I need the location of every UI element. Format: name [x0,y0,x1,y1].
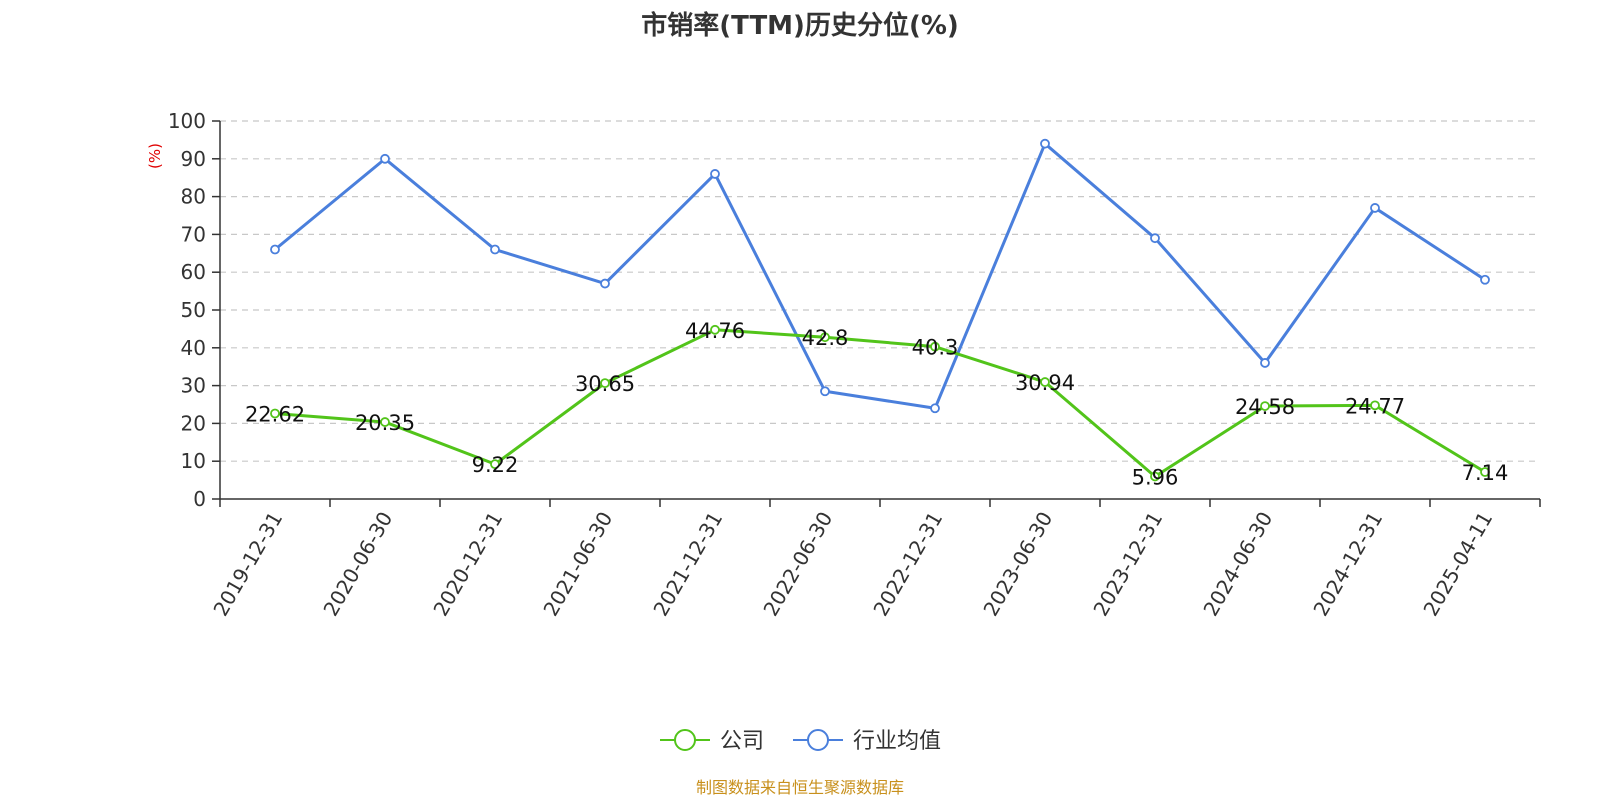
series-point-0 [1260,401,1270,411]
x-tick-label: 2025-04-11 [1418,508,1497,621]
x-tick-label: 2020-06-30 [318,508,397,621]
y-axis-label: (%) [146,143,164,169]
x-tick-label: 2020-12-31 [428,508,507,621]
data-labels: 22.62 20.35 9.22 30.65 44.76 42.8 40.3 30.94 5.9… [245,319,1508,490]
data-label: 40.3 [912,336,959,360]
data-label: 30.65 [575,372,635,396]
y-tick-label: 0 [193,487,206,511]
series-line-1 [274,142,1486,410]
x-tick-label: 2019-12-31 [208,508,287,621]
series-point-1 [380,153,390,164]
axes: 0 10 20 30 40 50 60 70 80 90 100 2019-12-31 2020-06-… [168,109,1541,621]
x-tick-label: 2021-12-31 [648,508,727,621]
legend-label: 行业均值 [853,729,941,754]
y-tick-label: 60 [181,260,206,284]
series-point-1 [710,169,720,179]
legend-item-0[interactable]: 公司 [660,729,764,754]
series-point-1 [1480,274,1490,285]
series-layer [270,138,1490,482]
series-point-0 [600,378,610,389]
y-tick-label: 40 [181,336,206,360]
x-tick-label: 2021-06-30 [538,508,617,621]
y-tick-label: 50 [181,298,206,322]
data-label: 44.76 [685,319,745,343]
y-tick-label: 30 [181,374,206,398]
series-point-1 [930,403,940,414]
legend-marker-icon [674,729,696,751]
data-label: 30.94 [1015,371,1075,395]
x-tick-label: 2022-12-31 [868,508,947,621]
series-point-1 [1260,358,1270,368]
series-point-0 [930,341,940,352]
series-line-0 [274,328,1486,478]
series-point-0 [820,332,830,343]
series-point-1 [1370,203,1380,213]
series-point-1 [1150,233,1160,244]
y-tick-label: 70 [181,222,206,246]
series-point-0 [380,417,390,427]
legend-label: 公司 [720,729,764,754]
x-tick-label: 2022-06-30 [758,508,837,621]
series-point-1 [270,244,280,255]
y-tick-label: 20 [181,411,206,435]
data-label: 9.22 [472,453,519,477]
series-point-0 [270,408,280,419]
data-label: 7.14 [1462,461,1509,485]
data-label: 42.8 [802,326,849,350]
series-point-1 [600,278,610,289]
series-point-1 [1040,138,1050,149]
y-tick-label: 100 [168,109,206,133]
series-point-0 [490,459,500,470]
source-note: 制图数据来自恒生聚源数据库 [696,778,904,797]
series-point-1 [490,244,500,255]
y-tick-label: 90 [181,147,206,171]
series-point-0 [1040,377,1050,387]
x-tick-label: 2023-06-30 [978,508,1057,621]
x-tick-label: 2023-12-31 [1088,508,1167,621]
legend[interactable]: 公司 行业均值 [660,729,941,754]
x-tick-label: 2024-06-30 [1198,508,1277,621]
chart-title: 市销率(TTM)历史分位(%) [641,10,959,41]
data-label: 24.58 [1235,395,1295,419]
series-point-0 [1480,467,1490,477]
x-tick-label: 2024-12-31 [1308,508,1387,621]
y-tick-label: 10 [181,449,206,473]
data-label: 5.96 [1132,465,1179,489]
y-tick-label: 80 [181,185,206,209]
series-point-1 [820,386,830,397]
legend-item-1[interactable]: 行业均值 [793,729,941,754]
legend-marker-icon [807,729,829,751]
data-label: 22.62 [245,402,305,426]
series-point-0 [710,324,720,335]
series-point-0 [1150,471,1160,482]
grid-lines [220,120,1540,462]
data-label: 24.77 [1345,394,1405,418]
series-point-0 [1370,400,1380,411]
data-label: 20.35 [355,411,415,435]
